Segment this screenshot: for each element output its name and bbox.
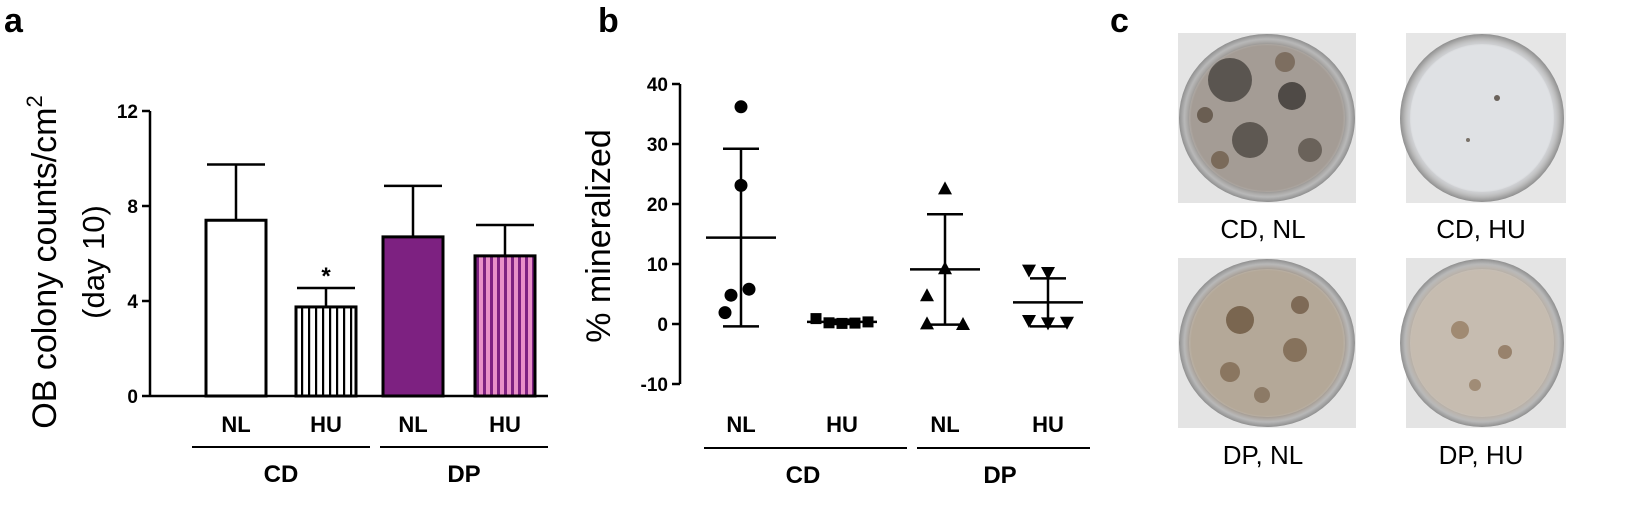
y-axis-label-a-line2: (day 10): [76, 205, 111, 319]
category-label-b: NL: [726, 412, 755, 437]
group-label-b: CD: [786, 462, 821, 489]
group-label-a: DP: [447, 461, 480, 488]
y-tick-label-b: 10: [647, 255, 668, 276]
dish-label-dp-hu: DP, HU: [1439, 440, 1524, 470]
category-label-b: HU: [1032, 412, 1064, 437]
y-tick-label-a: 12: [117, 102, 138, 123]
data-point-b: [938, 261, 952, 275]
data-point-b: [1041, 267, 1055, 280]
data-point-b: [823, 317, 835, 329]
dish-photo-panel: CD, NL CD, HU DP, NL: [1178, 33, 1566, 470]
y-tick-label-a: 4: [127, 292, 138, 313]
y-tick-label-a: 0: [127, 387, 138, 408]
y-tick-label-b: 40: [647, 75, 668, 96]
dish-dp-nl: [1178, 258, 1356, 428]
data-point-b: [1022, 315, 1036, 328]
panel-letter-b: b: [598, 2, 619, 40]
data-point-b: [862, 316, 874, 328]
y-tick-label-a: 8: [127, 197, 138, 218]
category-label-b: HU: [826, 412, 858, 437]
bar-a: [294, 305, 358, 398]
data-point-b: [1041, 317, 1055, 331]
category-label-a: NL: [221, 412, 250, 437]
data-point-b: [1060, 316, 1074, 330]
bar-a: [204, 218, 268, 398]
panel-letter-c: c: [1110, 2, 1129, 40]
dish-label-cd-hu: CD, HU: [1436, 214, 1526, 244]
y-tick-label-b: 20: [647, 195, 668, 216]
category-label-b: NL: [930, 412, 959, 437]
bar-chart-a: OB colony counts/cm2 (day 10) 0 4 8 12 * NL…: [22, 95, 548, 488]
data-point-b: [734, 100, 748, 114]
data-point-b: [956, 317, 970, 330]
group-label-b: DP: [983, 462, 1016, 489]
dish-label-cd-nl: CD, NL: [1220, 214, 1305, 244]
data-point-b: [849, 317, 861, 329]
dish-cd-nl: [1178, 33, 1356, 203]
data-point-b: [920, 288, 934, 302]
data-point-b: [1022, 264, 1036, 278]
y-tick-label-b: 30: [647, 135, 668, 156]
category-label-a: NL: [398, 412, 427, 437]
data-point-b: [724, 288, 738, 302]
data-point-b: [742, 282, 756, 296]
data-point-b: [718, 306, 732, 320]
category-label-a: HU: [310, 412, 342, 437]
panel-letter-a: a: [4, 2, 24, 40]
dish-dp-hu: [1400, 258, 1566, 428]
data-point-b: [810, 313, 822, 325]
data-point-b: [938, 181, 952, 195]
y-axis-label-a-line1: OB colony counts/cm2: [22, 95, 64, 429]
group-label-a: CD: [264, 461, 299, 488]
category-label-a: HU: [489, 412, 521, 437]
y-axis-label-b: % mineralized: [580, 129, 618, 343]
dish-cd-hu: [1400, 33, 1566, 203]
data-point-b: [836, 317, 848, 329]
y-tick-label-b: 0: [657, 315, 668, 336]
bar-a: [473, 254, 537, 398]
bar-a: [381, 235, 445, 398]
significance-marker-a: *: [321, 263, 331, 290]
data-point-b: [734, 178, 748, 192]
dish-label-dp-nl: DP, NL: [1223, 440, 1303, 470]
data-point-b: [920, 316, 934, 330]
y-tick-label-b: -10: [641, 375, 668, 396]
